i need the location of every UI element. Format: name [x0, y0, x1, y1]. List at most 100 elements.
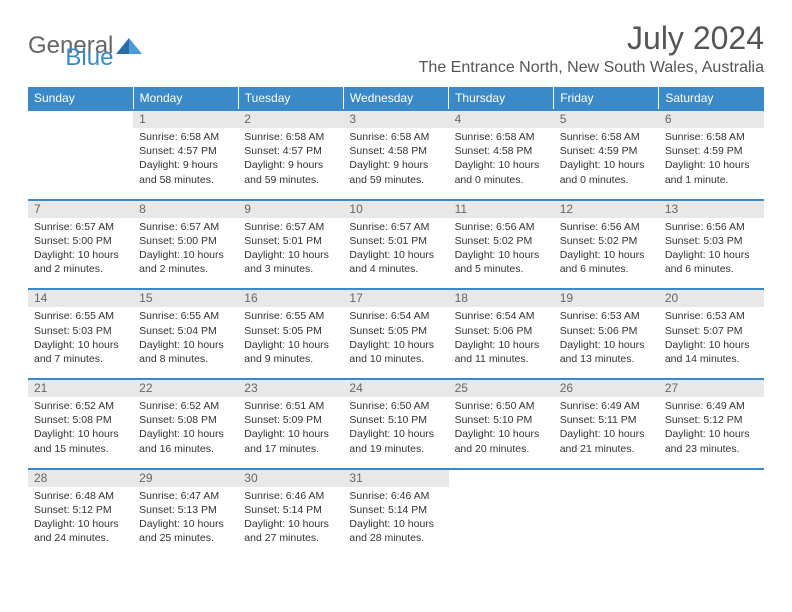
- sunrise-text: Sunrise: 6:58 AM: [244, 130, 337, 144]
- daylight-text: Daylight: 10 hours and 4 minutes.: [349, 248, 442, 276]
- day-number-row: 28293031: [28, 469, 764, 487]
- daylight-text: Daylight: 10 hours and 25 minutes.: [139, 517, 232, 545]
- sunset-text: Sunset: 5:02 PM: [560, 234, 653, 248]
- sunset-text: Sunset: 4:59 PM: [560, 144, 653, 158]
- day-cell: Sunrise: 6:49 AMSunset: 5:12 PMDaylight:…: [659, 397, 764, 469]
- day-number: 22: [133, 379, 238, 397]
- day-number: 15: [133, 289, 238, 307]
- sunset-text: Sunset: 5:00 PM: [139, 234, 232, 248]
- header-right: July 2024 The Entrance North, New South …: [419, 20, 764, 81]
- day-number: 7: [28, 200, 133, 218]
- daylight-text: Daylight: 10 hours and 9 minutes.: [244, 338, 337, 366]
- sunrise-text: Sunrise: 6:56 AM: [665, 220, 758, 234]
- sunset-text: Sunset: 5:01 PM: [349, 234, 442, 248]
- day-number: [554, 469, 659, 487]
- day-number: 8: [133, 200, 238, 218]
- sunset-text: Sunset: 5:08 PM: [34, 413, 127, 427]
- logo-text-2: Blue: [65, 44, 113, 72]
- daylight-text: Daylight: 10 hours and 19 minutes.: [349, 427, 442, 455]
- day-number: 19: [554, 289, 659, 307]
- day-cell: Sunrise: 6:58 AMSunset: 4:57 PMDaylight:…: [238, 128, 343, 200]
- daylight-text: Daylight: 10 hours and 3 minutes.: [244, 248, 337, 276]
- day-cell: Sunrise: 6:47 AMSunset: 5:13 PMDaylight:…: [133, 487, 238, 558]
- sunrise-text: Sunrise: 6:50 AM: [349, 399, 442, 413]
- day-cell: Sunrise: 6:50 AMSunset: 5:10 PMDaylight:…: [449, 397, 554, 469]
- day-cell: Sunrise: 6:51 AMSunset: 5:09 PMDaylight:…: [238, 397, 343, 469]
- day-cell: Sunrise: 6:54 AMSunset: 5:06 PMDaylight:…: [449, 307, 554, 379]
- weekday-header: Friday: [554, 87, 659, 110]
- weekday-header: Tuesday: [238, 87, 343, 110]
- sunset-text: Sunset: 5:04 PM: [139, 324, 232, 338]
- sunset-text: Sunset: 5:11 PM: [560, 413, 653, 427]
- sunrise-text: Sunrise: 6:49 AM: [665, 399, 758, 413]
- sunset-text: Sunset: 5:14 PM: [244, 503, 337, 517]
- sunrise-text: Sunrise: 6:48 AM: [34, 489, 127, 503]
- day-number: 29: [133, 469, 238, 487]
- daylight-text: Daylight: 10 hours and 11 minutes.: [455, 338, 548, 366]
- sunset-text: Sunset: 5:05 PM: [349, 324, 442, 338]
- day-content-row: Sunrise: 6:57 AM Sunset: 5:00 PM Daylight:…: [28, 218, 764, 290]
- daylight-text: Daylight: 9 hours and 58 minutes.: [139, 158, 232, 186]
- sunrise-text: Sunrise: 6:58 AM: [349, 130, 442, 144]
- sunrise-text: Sunrise: 6:52 AM: [139, 399, 232, 413]
- day-cell: [659, 487, 764, 558]
- day-cell: Sunrise: 6:46 AMSunset: 5:14 PMDaylight:…: [238, 487, 343, 558]
- day-cell: Sunrise: 6:48 AMSunset: 5:12 PMDaylight:…: [28, 487, 133, 558]
- day-content-row: Sunrise: 6:48 AMSunset: 5:12 PMDaylight:…: [28, 487, 764, 558]
- sunrise-text: Sunrise: 6:55 AM: [139, 309, 232, 323]
- day-number: 2: [238, 110, 343, 128]
- day-cell: Sunrise: 6:52 AMSunset: 5:08 PMDaylight:…: [133, 397, 238, 469]
- day-number: 9: [238, 200, 343, 218]
- sunset-text: Sunset: 5:03 PM: [34, 324, 127, 338]
- sunrise-text: Sunrise: 6:50 AM: [455, 399, 548, 413]
- sunrise-text: Sunrise: 6:58 AM: [455, 130, 548, 144]
- day-number: 11: [449, 200, 554, 218]
- sunrise-text: Sunrise: 6:57 AM: [34, 220, 127, 234]
- day-cell: Sunrise: 6:55 AMSunset: 5:03 PMDaylight:…: [28, 307, 133, 379]
- day-content-row: Sunrise: 6:55 AMSunset: 5:03 PMDaylight:…: [28, 307, 764, 379]
- sunset-text: Sunset: 5:07 PM: [665, 324, 758, 338]
- sunrise-text: Sunrise: 6:56 AM: [455, 220, 548, 234]
- sunrise-text: Sunrise: 6:51 AM: [244, 399, 337, 413]
- sunset-text: Sunset: 5:10 PM: [349, 413, 442, 427]
- sunrise-text: Sunrise: 6:52 AM: [34, 399, 127, 413]
- sunset-text: Sunset: 4:58 PM: [349, 144, 442, 158]
- daylight-text: Daylight: 10 hours and 7 minutes.: [34, 338, 127, 366]
- day-number: 14: [28, 289, 133, 307]
- daylight-text: Daylight: 10 hours and 13 minutes.: [560, 338, 653, 366]
- sunrise-text: Sunrise: 6:46 AM: [244, 489, 337, 503]
- daylight-text: Daylight: 10 hours and 2 minutes.: [34, 248, 127, 276]
- day-cell: Sunrise: 6:50 AMSunset: 5:10 PMDaylight:…: [343, 397, 448, 469]
- calendar-page: General Blue July 2024 The Entrance Nort…: [0, 0, 792, 577]
- day-number: [659, 469, 764, 487]
- daylight-text: Daylight: 10 hours and 0 minutes.: [455, 158, 548, 186]
- day-cell: Sunrise: 6:56 AMSunset: 5:03 PMDaylight:…: [659, 218, 764, 290]
- sunrise-text: Sunrise: 6:47 AM: [139, 489, 232, 503]
- day-cell: Sunrise: 6:57 AMSunset: 5:01 PMDaylight:…: [238, 218, 343, 290]
- daylight-text: Daylight: 10 hours and 10 minutes.: [349, 338, 442, 366]
- sunset-text: Sunset: 4:57 PM: [139, 144, 232, 158]
- daylight-text: Daylight: 10 hours and 16 minutes.: [139, 427, 232, 455]
- sunrise-text: Sunrise: 6:46 AM: [349, 489, 442, 503]
- sunset-text: Sunset: 5:09 PM: [244, 413, 337, 427]
- daylight-text: Daylight: 9 hours and 59 minutes.: [349, 158, 442, 186]
- day-cell: [449, 487, 554, 558]
- sunrise-text: Sunrise: 6:53 AM: [560, 309, 653, 323]
- day-cell: Sunrise: 6:58 AMSunset: 4:58 PMDaylight:…: [343, 128, 448, 200]
- sunrise-text: Sunrise: 6:57 AM: [349, 220, 442, 234]
- day-number: 1: [133, 110, 238, 128]
- day-number: 24: [343, 379, 448, 397]
- location: The Entrance North, New South Wales, Aus…: [419, 59, 764, 77]
- sunrise-text: Sunrise: 6:57 AM: [244, 220, 337, 234]
- day-number: 17: [343, 289, 448, 307]
- day-number: 20: [659, 289, 764, 307]
- day-number: 3: [343, 110, 448, 128]
- daylight-text: Daylight: 10 hours and 1 minute.: [665, 158, 758, 186]
- day-cell: Sunrise: 6:58 AMSunset: 4:57 PMDaylight:…: [133, 128, 238, 200]
- daylight-text: Daylight: 9 hours and 59 minutes.: [244, 158, 337, 186]
- day-content-row: Sunrise: 6:58 AMSunset: 4:57 PMDaylight:…: [28, 128, 764, 200]
- daylight-text: Daylight: 10 hours and 14 minutes.: [665, 338, 758, 366]
- daylight-text: Daylight: 10 hours and 21 minutes.: [560, 427, 653, 455]
- day-number: 4: [449, 110, 554, 128]
- day-number: 21: [28, 379, 133, 397]
